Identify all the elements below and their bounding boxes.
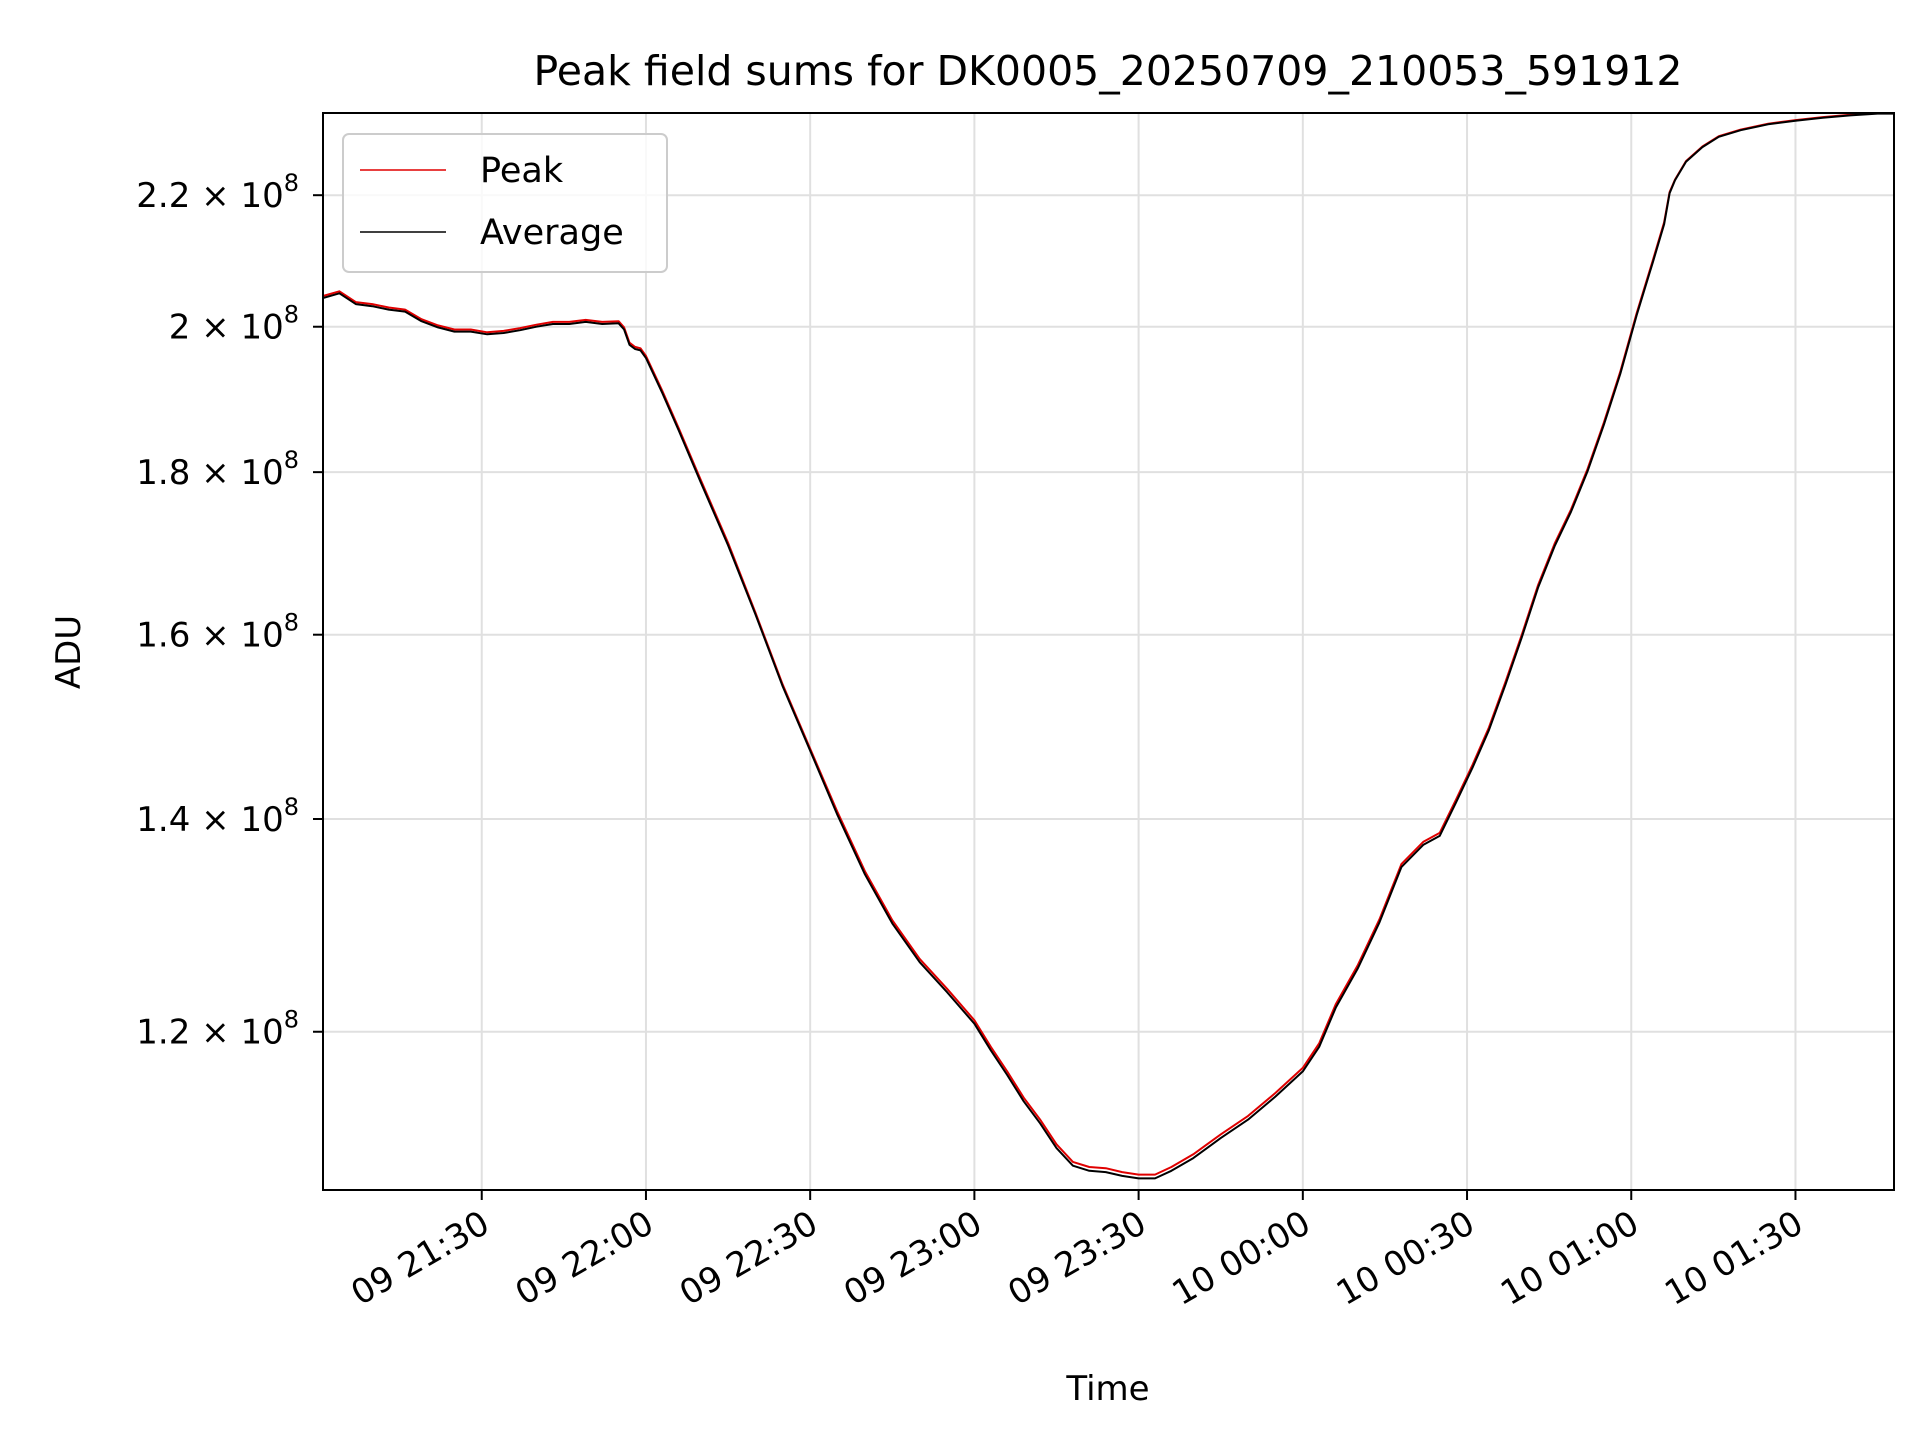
y-tick-exponent: 8 bbox=[284, 793, 299, 821]
y-tick-exponent: 8 bbox=[284, 301, 299, 329]
y-tick-exponent: 8 bbox=[284, 1006, 299, 1034]
y-tick-mantissa: 2.2 × 10 bbox=[136, 176, 283, 216]
y-tick-mantissa: 1.6 × 10 bbox=[136, 616, 283, 656]
y-tick-label: 2 × 108 bbox=[169, 301, 299, 348]
y-tick-mantissa: 1.4 × 10 bbox=[136, 800, 283, 840]
y-tick-exponent: 8 bbox=[284, 609, 299, 637]
y-tick-label: 1.2 × 108 bbox=[136, 1006, 299, 1053]
grid bbox=[323, 113, 1894, 1190]
chart-title: Peak field sums for DK0005_20250709_2100… bbox=[534, 47, 1683, 95]
series-line-average bbox=[322, 112, 1894, 1180]
y-tick-mantissa: 2 × 10 bbox=[169, 308, 284, 348]
legend-peak-label: Peak bbox=[480, 151, 564, 191]
y-tick-label: 1.4 × 108 bbox=[136, 793, 299, 840]
y-tick-label: 1.8 × 108 bbox=[136, 446, 299, 493]
legend-average-label: Average bbox=[480, 213, 624, 253]
y-tick-label: 2.2 × 108 bbox=[136, 169, 299, 216]
legend-box bbox=[342, 133, 668, 273]
y-tick-mantissa: 1.2 × 10 bbox=[136, 1013, 283, 1053]
y-tick-label: 1.6 × 108 bbox=[136, 609, 299, 656]
plot-area bbox=[323, 113, 1894, 1190]
y-tick-mantissa: 1.8 × 10 bbox=[136, 453, 283, 493]
plot-frame bbox=[322, 112, 1895, 1191]
legend: Peak Average bbox=[342, 133, 668, 273]
series-layer bbox=[322, 112, 1894, 1180]
y-axis-label: ADU bbox=[49, 615, 89, 689]
y-tick-exponent: 8 bbox=[284, 169, 299, 197]
y-tick-exponent: 8 bbox=[284, 446, 299, 474]
x-axis-label: Time bbox=[1065, 1369, 1149, 1409]
